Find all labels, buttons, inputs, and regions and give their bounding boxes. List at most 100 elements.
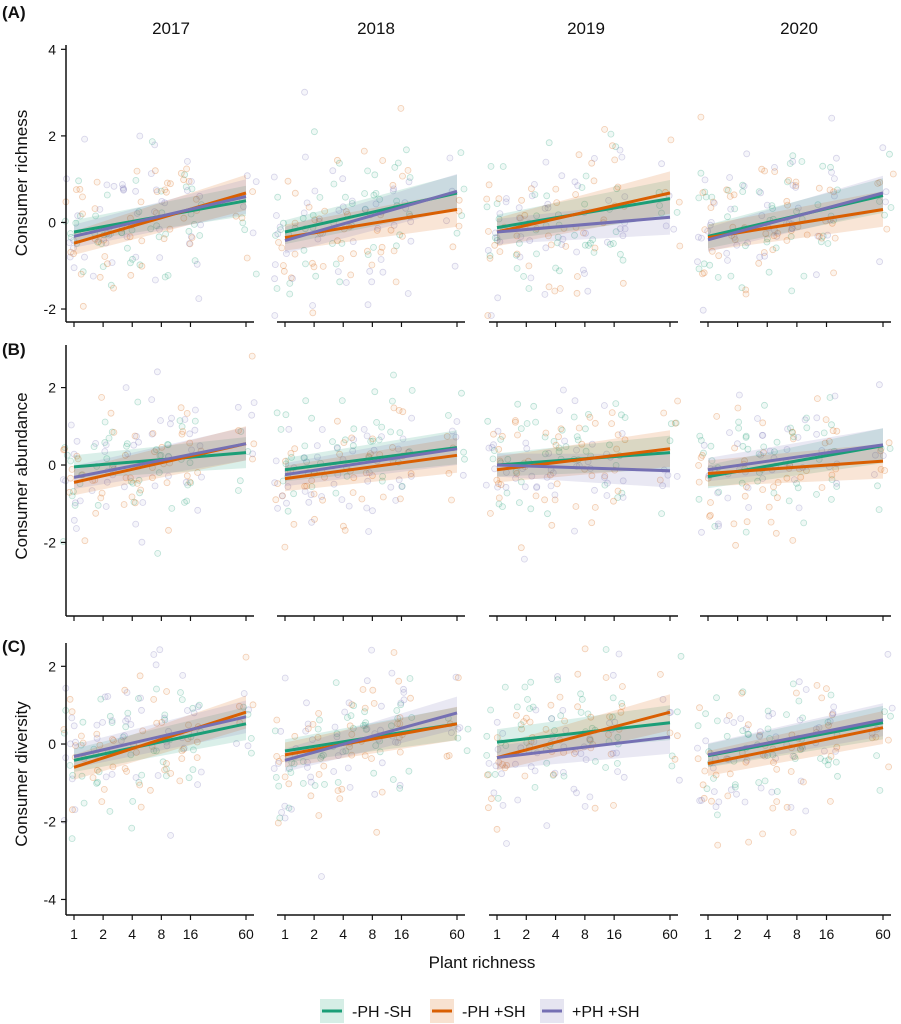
data-point — [279, 492, 286, 500]
data-point — [619, 493, 627, 501]
data-point — [151, 208, 158, 216]
data-point — [121, 732, 128, 740]
x-tick-label: 4 — [763, 926, 771, 942]
data-point — [180, 746, 187, 753]
data-point — [98, 240, 105, 248]
data-point — [308, 259, 316, 267]
data-point — [614, 760, 621, 767]
data-point — [163, 742, 171, 750]
data-point — [667, 420, 675, 428]
data-point — [783, 711, 790, 718]
data-point — [673, 208, 681, 216]
data-point — [557, 712, 565, 719]
data-point — [487, 795, 495, 803]
data-point — [620, 773, 628, 781]
data-point — [621, 414, 629, 421]
data-point — [77, 270, 85, 278]
data-point — [407, 694, 414, 702]
y-tick-label: -2 — [44, 301, 57, 317]
data-point — [787, 768, 795, 775]
data-point — [272, 496, 280, 504]
data-point — [491, 234, 499, 242]
data-point — [79, 302, 87, 310]
data-point — [70, 722, 78, 730]
data-point — [287, 274, 295, 282]
data-point — [389, 181, 397, 189]
data-point — [106, 712, 114, 720]
data-point — [875, 506, 883, 514]
data-point — [617, 708, 625, 716]
data-point — [282, 460, 290, 468]
data-point — [179, 672, 187, 679]
data-point — [697, 169, 705, 177]
data-point — [120, 501, 128, 508]
data-point — [714, 717, 721, 725]
data-point — [406, 675, 414, 682]
data-point — [528, 192, 536, 200]
data-point — [764, 707, 772, 715]
data-point — [796, 716, 804, 724]
data-point — [518, 725, 525, 733]
data-point — [195, 701, 203, 709]
data-point — [71, 806, 79, 813]
data-point — [443, 752, 451, 760]
data-point — [499, 730, 507, 737]
data-point — [582, 756, 590, 763]
data-point — [148, 396, 156, 404]
data-point — [701, 188, 709, 196]
x-axis-title: Plant richness — [429, 953, 536, 972]
data-point — [545, 283, 553, 291]
data-point — [884, 650, 892, 658]
data-point — [791, 476, 798, 484]
data-point — [305, 203, 313, 211]
data-point — [512, 760, 519, 768]
data-point — [365, 528, 373, 535]
data-point — [619, 477, 627, 485]
data-point — [315, 812, 323, 819]
data-point — [368, 278, 376, 286]
data-point — [769, 710, 776, 717]
data-point — [333, 730, 341, 738]
data-point — [186, 478, 194, 486]
data-point — [707, 511, 714, 519]
data-point — [872, 451, 879, 459]
data-point — [197, 221, 205, 229]
data-point — [183, 497, 191, 505]
data-point — [709, 198, 717, 206]
data-point — [560, 772, 568, 780]
data-point — [591, 503, 599, 511]
data-point — [190, 220, 198, 228]
data-point — [74, 212, 82, 220]
data-point — [79, 718, 87, 726]
data-point — [758, 165, 766, 173]
data-point — [765, 503, 773, 511]
data-point — [369, 507, 376, 515]
data-point — [609, 142, 616, 150]
data-point — [774, 494, 781, 502]
data-point — [180, 214, 188, 222]
data-point — [370, 243, 377, 251]
data-point — [132, 176, 140, 184]
data-point — [348, 434, 356, 442]
data-point — [185, 177, 193, 185]
data-point — [135, 695, 142, 702]
data-point — [493, 476, 501, 484]
data-point — [342, 208, 350, 216]
data-point — [696, 704, 703, 712]
x-tick-label: 2 — [310, 926, 318, 942]
data-point — [761, 401, 768, 409]
data-point — [760, 443, 768, 451]
data-point — [706, 513, 713, 520]
data-point — [483, 732, 491, 740]
data-point — [310, 490, 318, 498]
data-point — [503, 489, 511, 497]
data-point — [241, 226, 249, 234]
data-point — [494, 427, 502, 435]
data-point — [289, 275, 296, 282]
data-point — [147, 170, 155, 178]
data-point — [789, 158, 797, 165]
data-point — [364, 477, 372, 485]
data-point — [348, 731, 356, 738]
data-point — [447, 729, 455, 736]
data-point — [363, 725, 371, 733]
